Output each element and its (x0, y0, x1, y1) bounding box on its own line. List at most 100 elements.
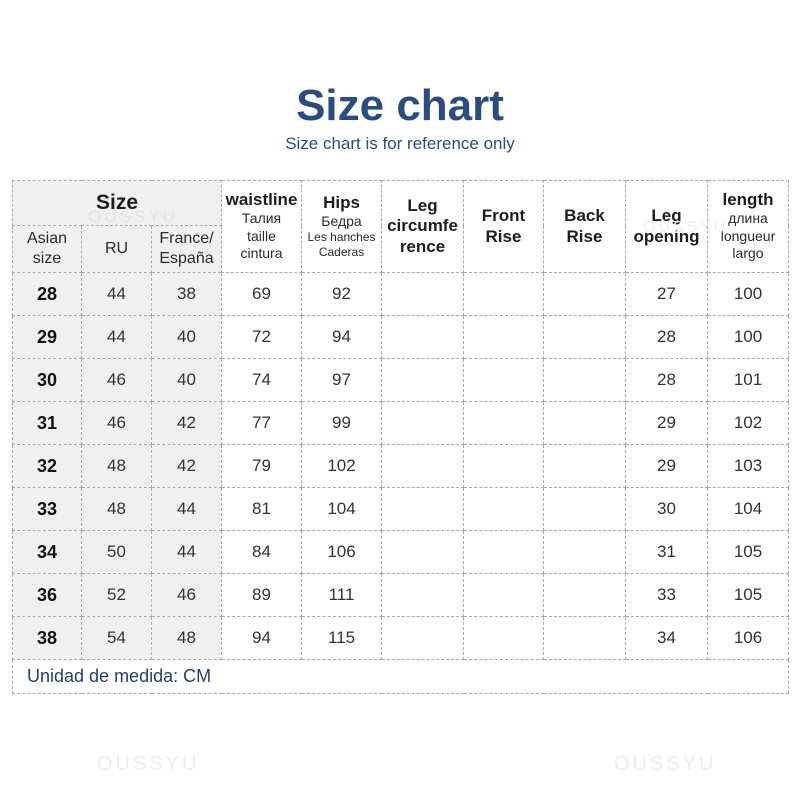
cell-value: 92 (301, 272, 382, 316)
cell-value (463, 315, 544, 359)
column-header-waistline: waistline Талия taille cintura (221, 180, 302, 273)
cell-value: 29 (625, 401, 708, 445)
cell-asian-size: 30 (12, 358, 82, 402)
column-header-leg-opening: Leg opening (625, 180, 708, 273)
cell-value: 44 (81, 315, 152, 359)
cell-value: 54 (81, 616, 152, 660)
table-row: 36 52 46 89 111 33 105 (12, 573, 789, 617)
cell-value: 48 (151, 616, 222, 660)
cell-value: 94 (301, 315, 382, 359)
cell-value (463, 272, 544, 316)
cell-value: 28 (625, 315, 708, 359)
cell-value: 72 (221, 315, 302, 359)
cell-value (381, 358, 464, 402)
column-header-front-rise: Front Rise (463, 180, 544, 273)
cell-value (463, 358, 544, 402)
column-header-label: waistline (225, 190, 298, 210)
cell-value: 100 (707, 315, 789, 359)
cell-value (463, 530, 544, 574)
subheader-label: Asian size (26, 230, 68, 267)
cell-value: 42 (151, 444, 222, 488)
cell-value (381, 444, 464, 488)
cell-value: 52 (81, 573, 152, 617)
cell-value: 40 (151, 315, 222, 359)
unit-note: Unidad de medida: CM (12, 659, 789, 694)
cell-asian-size: 38 (12, 616, 82, 660)
table-row: 33 48 44 81 104 30 104 (12, 487, 789, 531)
cell-value (543, 272, 626, 316)
cell-value: 101 (707, 358, 789, 402)
column-header-label: Front Rise (481, 206, 526, 246)
table-row: 32 48 42 79 102 29 103 (12, 444, 789, 488)
cell-asian-size: 29 (12, 315, 82, 359)
cell-value: 29 (625, 444, 708, 488)
column-header-label: Leg opening (633, 206, 700, 246)
cell-asian-size: 36 (12, 573, 82, 617)
cell-value: 104 (707, 487, 789, 531)
column-header-leg-circumference: Leg circumfe rence (381, 180, 464, 273)
cell-value: 48 (81, 487, 152, 531)
cell-value: 46 (151, 573, 222, 617)
cell-value (543, 315, 626, 359)
cell-value (381, 487, 464, 531)
table-row: 31 46 42 77 99 29 102 (12, 401, 789, 445)
cell-value: 89 (221, 573, 302, 617)
cell-value: 94 (221, 616, 302, 660)
cell-value: 115 (301, 616, 382, 660)
cell-value: 33 (625, 573, 708, 617)
subheader-label: France/ España (159, 230, 214, 267)
cell-value: 27 (625, 272, 708, 316)
cell-value: 46 (81, 358, 152, 402)
cell-value: 104 (301, 487, 382, 531)
cell-value (543, 573, 626, 617)
table-body: 28 44 38 69 92 27 100 29 44 40 72 94 28 100 30 46 40 74 97… (12, 272, 789, 660)
watermark: OUSSYU (614, 753, 717, 775)
column-header-france-espana: France/ España (151, 225, 222, 273)
cell-value: 84 (221, 530, 302, 574)
column-header-length: length длина longueur largo (707, 180, 789, 273)
cell-asian-size: 28 (12, 272, 82, 316)
column-header-translations: Талия taille cintura (240, 210, 283, 262)
cell-value (463, 573, 544, 617)
cell-value (463, 616, 544, 660)
cell-value (543, 616, 626, 660)
column-header-label: Back Rise (564, 206, 605, 246)
table-row: 30 46 40 74 97 28 101 (12, 358, 789, 402)
column-header-ru: RU (81, 225, 152, 273)
cell-asian-size: 33 (12, 487, 82, 531)
table-row: 34 50 44 84 106 31 105 (12, 530, 789, 574)
cell-value: 50 (81, 530, 152, 574)
cell-value: 103 (707, 444, 789, 488)
cell-value: 102 (301, 444, 382, 488)
cell-value: 100 (707, 272, 789, 316)
cell-value (381, 272, 464, 316)
cell-asian-size: 32 (12, 444, 82, 488)
table-row: 38 54 48 94 115 34 106 (12, 616, 789, 660)
cell-value (463, 444, 544, 488)
cell-asian-size: 34 (12, 530, 82, 574)
cell-value: 44 (151, 487, 222, 531)
cell-value: 48 (81, 444, 152, 488)
cell-value: 106 (707, 616, 789, 660)
size-table: Size waistline Талия taille cintura Hips… (12, 180, 789, 694)
cell-value: 40 (151, 358, 222, 402)
column-header-asian-size: Asian size (12, 225, 82, 273)
cell-value: 69 (221, 272, 302, 316)
cell-value: 79 (221, 444, 302, 488)
column-header-translations: длина longueur largo (720, 210, 776, 262)
column-header-back-rise: Back Rise (543, 180, 626, 273)
watermark: OUSSYU (97, 753, 200, 775)
cell-value: 105 (707, 530, 789, 574)
column-header-label: Leg circumfe rence (387, 195, 458, 256)
cell-value (381, 315, 464, 359)
size-group-header: Size (12, 180, 222, 226)
column-header-label: length (722, 190, 774, 210)
table-row: 29 44 40 72 94 28 100 (12, 315, 789, 359)
cell-value (381, 573, 464, 617)
cell-value (543, 401, 626, 445)
cell-value (543, 444, 626, 488)
column-header-translations-small: Les hanches Caderas (307, 230, 376, 260)
cell-value (381, 530, 464, 574)
cell-value: 97 (301, 358, 382, 402)
